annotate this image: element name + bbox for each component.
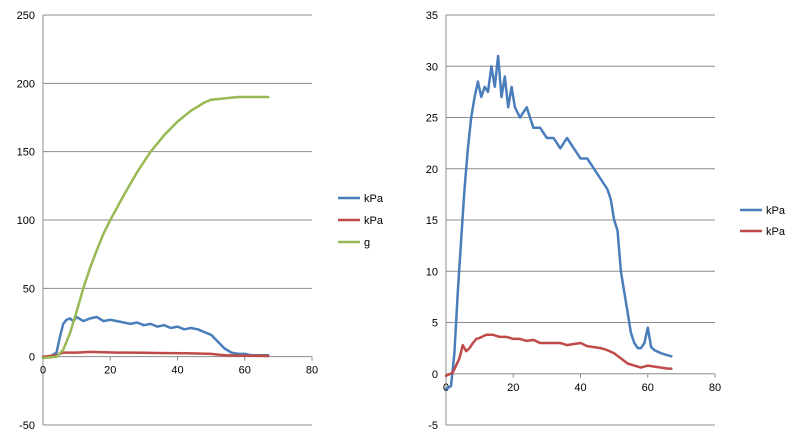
chart-1-series-line-3 (41, 95, 270, 360)
chart-2-y-tick-label: 35 (426, 10, 438, 22)
chart-1-x-tick-label: 40 (171, 365, 183, 377)
chart-2-series-line-2 (444, 333, 673, 378)
chart-1-y-tick-label: 100 (17, 215, 35, 227)
chart-1-y-tick-label: 150 (17, 147, 35, 159)
chart-1-legend-label-1: kPa (364, 193, 384, 205)
chart-2-y-tick-label: 30 (426, 61, 438, 73)
chart-2-x-tick-label: 60 (642, 382, 654, 394)
chart-2-y-tick-label: -5 (428, 420, 438, 432)
chart-1-x-tick-label: 20 (104, 365, 116, 377)
chart-2-y-tick-label: 15 (426, 215, 438, 227)
chart-2-y-tick-label: 0 (432, 369, 438, 381)
chart-1-y-tick-label: -50 (19, 420, 35, 432)
chart-1-y-tick-label: 200 (17, 78, 35, 90)
chart-2-y-tick-label: 20 (426, 164, 438, 176)
chart-1-legend-label-3: g (364, 237, 370, 249)
chart-1-y-tick-label: 250 (17, 10, 35, 22)
chart-2-y-tick-label: 25 (426, 113, 438, 125)
chart-2-series-line-1 (444, 54, 673, 391)
chart-1-series-line-1 (41, 315, 270, 360)
chart-2-x-tick-label: 20 (507, 382, 519, 394)
chart-2-legend-label-2: kPa (766, 226, 786, 238)
chart-1-legend-label-2: kPa (364, 215, 384, 227)
chart-1-y-tick-label: 0 (29, 352, 35, 364)
chart-1-x-tick-label: 0 (40, 365, 46, 377)
chart-1-series-line-2 (41, 350, 270, 358)
chart-1-x-tick-label: 80 (306, 365, 318, 377)
chart-1-y-tick-label: 50 (23, 283, 35, 295)
chart-2-x-tick-label: 80 (709, 382, 721, 394)
chart-1-x-tick-label: 60 (239, 365, 251, 377)
chart-2-y-tick-label: 5 (432, 318, 438, 330)
chart-2-y-tick-label: 10 (426, 266, 438, 278)
chart-2-legend-label-1: kPa (766, 205, 786, 217)
chart-2-x-tick-label: 40 (574, 382, 586, 394)
